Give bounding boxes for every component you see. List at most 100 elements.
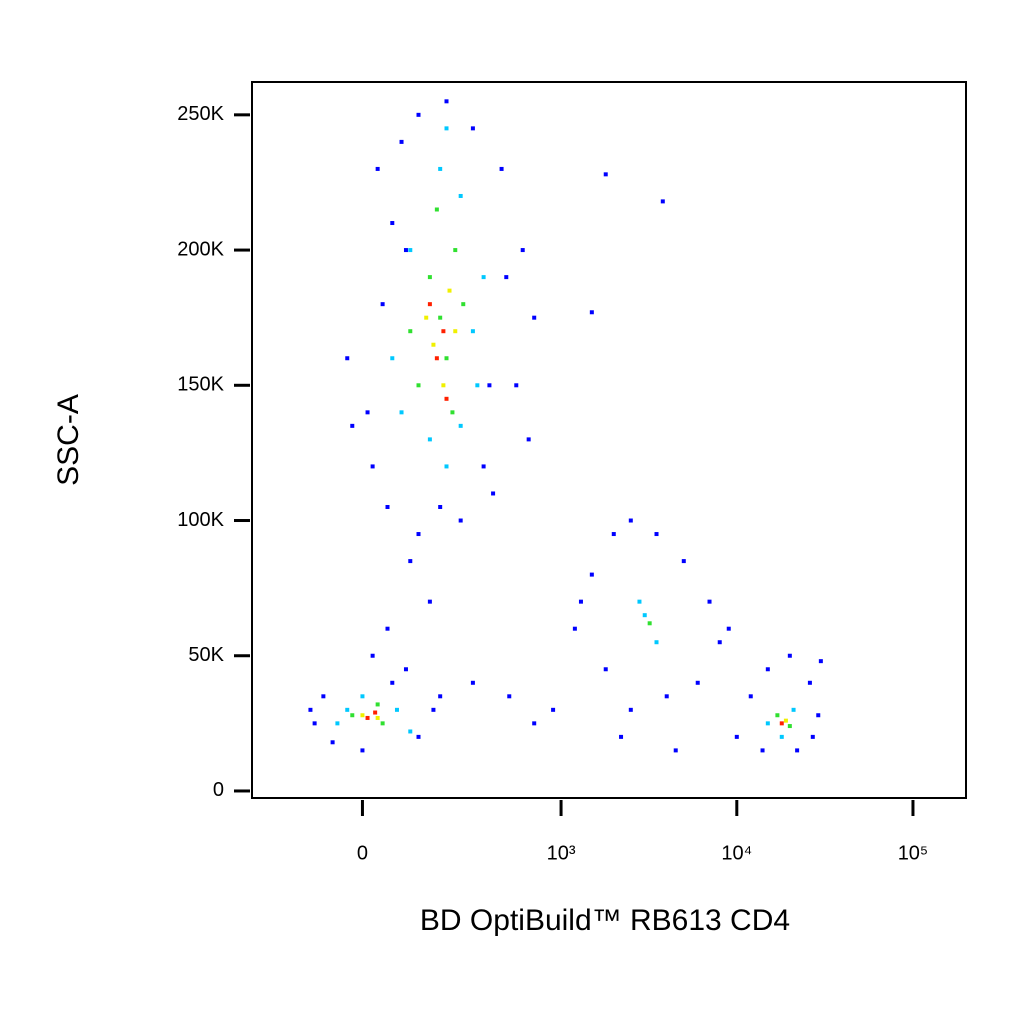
- data-point: [350, 713, 355, 718]
- data-point: [450, 410, 455, 415]
- data-point: [438, 315, 443, 320]
- data-point: [375, 166, 380, 171]
- data-point: [453, 329, 458, 334]
- data-point: [330, 740, 335, 745]
- data-point: [375, 715, 380, 720]
- data-point: [787, 653, 792, 658]
- data-point: [470, 680, 475, 685]
- data-point: [717, 640, 722, 645]
- data-point: [748, 694, 753, 699]
- data-point: [765, 667, 770, 672]
- data-point: [760, 748, 765, 753]
- x-tick-label: 10⁴: [721, 842, 752, 864]
- data-point: [487, 383, 492, 388]
- data-point: [453, 248, 458, 253]
- y-axis-label: SSC-A: [52, 394, 85, 486]
- data-point: [360, 713, 365, 718]
- data-point: [765, 721, 770, 726]
- data-point: [647, 621, 652, 626]
- y-tick-label: 250K: [177, 103, 224, 125]
- data-point: [551, 707, 556, 712]
- data-point: [308, 707, 313, 712]
- data-point: [816, 713, 821, 718]
- data-point: [416, 383, 421, 388]
- data-point: [360, 748, 365, 753]
- data-point: [345, 707, 350, 712]
- plot-frame: [251, 81, 967, 799]
- data-point: [408, 248, 413, 253]
- data-point: [335, 721, 340, 726]
- data-point: [779, 721, 784, 726]
- data-point: [532, 721, 537, 726]
- y-tick-label: 200K: [177, 238, 224, 260]
- data-point: [444, 99, 449, 104]
- data-point: [504, 275, 509, 280]
- data-point: [654, 640, 659, 645]
- data-point: [312, 721, 317, 726]
- data-point: [783, 718, 788, 723]
- data-point: [818, 659, 823, 664]
- data-point: [795, 748, 800, 753]
- data-point: [520, 248, 525, 253]
- data-point: [458, 193, 463, 198]
- data-point: [619, 734, 624, 739]
- data-point: [458, 518, 463, 523]
- data-point: [628, 707, 633, 712]
- data-point: [321, 694, 326, 699]
- x-axis-label: BD OptiBuild™ RB613 CD4: [420, 904, 790, 937]
- data-point: [526, 437, 531, 442]
- data-point: [779, 734, 784, 739]
- data-point: [628, 518, 633, 523]
- data-point: [611, 532, 616, 537]
- data-point: [441, 329, 446, 334]
- data-point: [390, 221, 395, 226]
- data-point: [603, 667, 608, 672]
- data-point: [507, 694, 512, 699]
- data-point: [403, 248, 408, 253]
- data-point: [514, 383, 519, 388]
- data-point: [603, 172, 608, 177]
- data-point: [427, 599, 432, 604]
- data-point: [394, 707, 399, 712]
- data-point: [385, 504, 390, 509]
- data-point: [807, 680, 812, 685]
- data-point: [399, 139, 404, 144]
- data-point: [695, 680, 700, 685]
- data-point: [660, 199, 665, 204]
- data-point: [375, 702, 380, 707]
- data-point: [572, 626, 577, 631]
- data-point: [380, 721, 385, 726]
- data-point: [642, 613, 647, 618]
- data-point: [673, 748, 678, 753]
- data-point: [390, 356, 395, 361]
- data-point: [438, 694, 443, 699]
- x-tick-label: 0: [357, 842, 368, 864]
- data-point: [775, 713, 780, 718]
- data-point: [589, 572, 594, 577]
- data-point: [408, 559, 413, 564]
- data-point: [470, 329, 475, 334]
- data-point: [434, 356, 439, 361]
- data-point: [431, 342, 436, 347]
- data-point: [373, 710, 378, 715]
- y-tick-label: 0: [213, 779, 224, 801]
- data-point: [408, 329, 413, 334]
- data-point: [481, 464, 486, 469]
- data-point: [654, 532, 659, 537]
- data-point: [810, 734, 815, 739]
- data-point: [707, 599, 712, 604]
- data-point: [427, 302, 432, 307]
- data-point: [461, 302, 466, 307]
- data-point: [499, 166, 504, 171]
- data-point: [350, 423, 355, 428]
- x-tick-label: 10³: [547, 842, 576, 864]
- data-point: [385, 626, 390, 631]
- data-point: [431, 707, 436, 712]
- data-point: [444, 126, 449, 131]
- data-point: [444, 356, 449, 361]
- data-point: [475, 383, 480, 388]
- data-point: [532, 315, 537, 320]
- data-point: [408, 729, 413, 734]
- y-tick-label: 150K: [177, 374, 224, 396]
